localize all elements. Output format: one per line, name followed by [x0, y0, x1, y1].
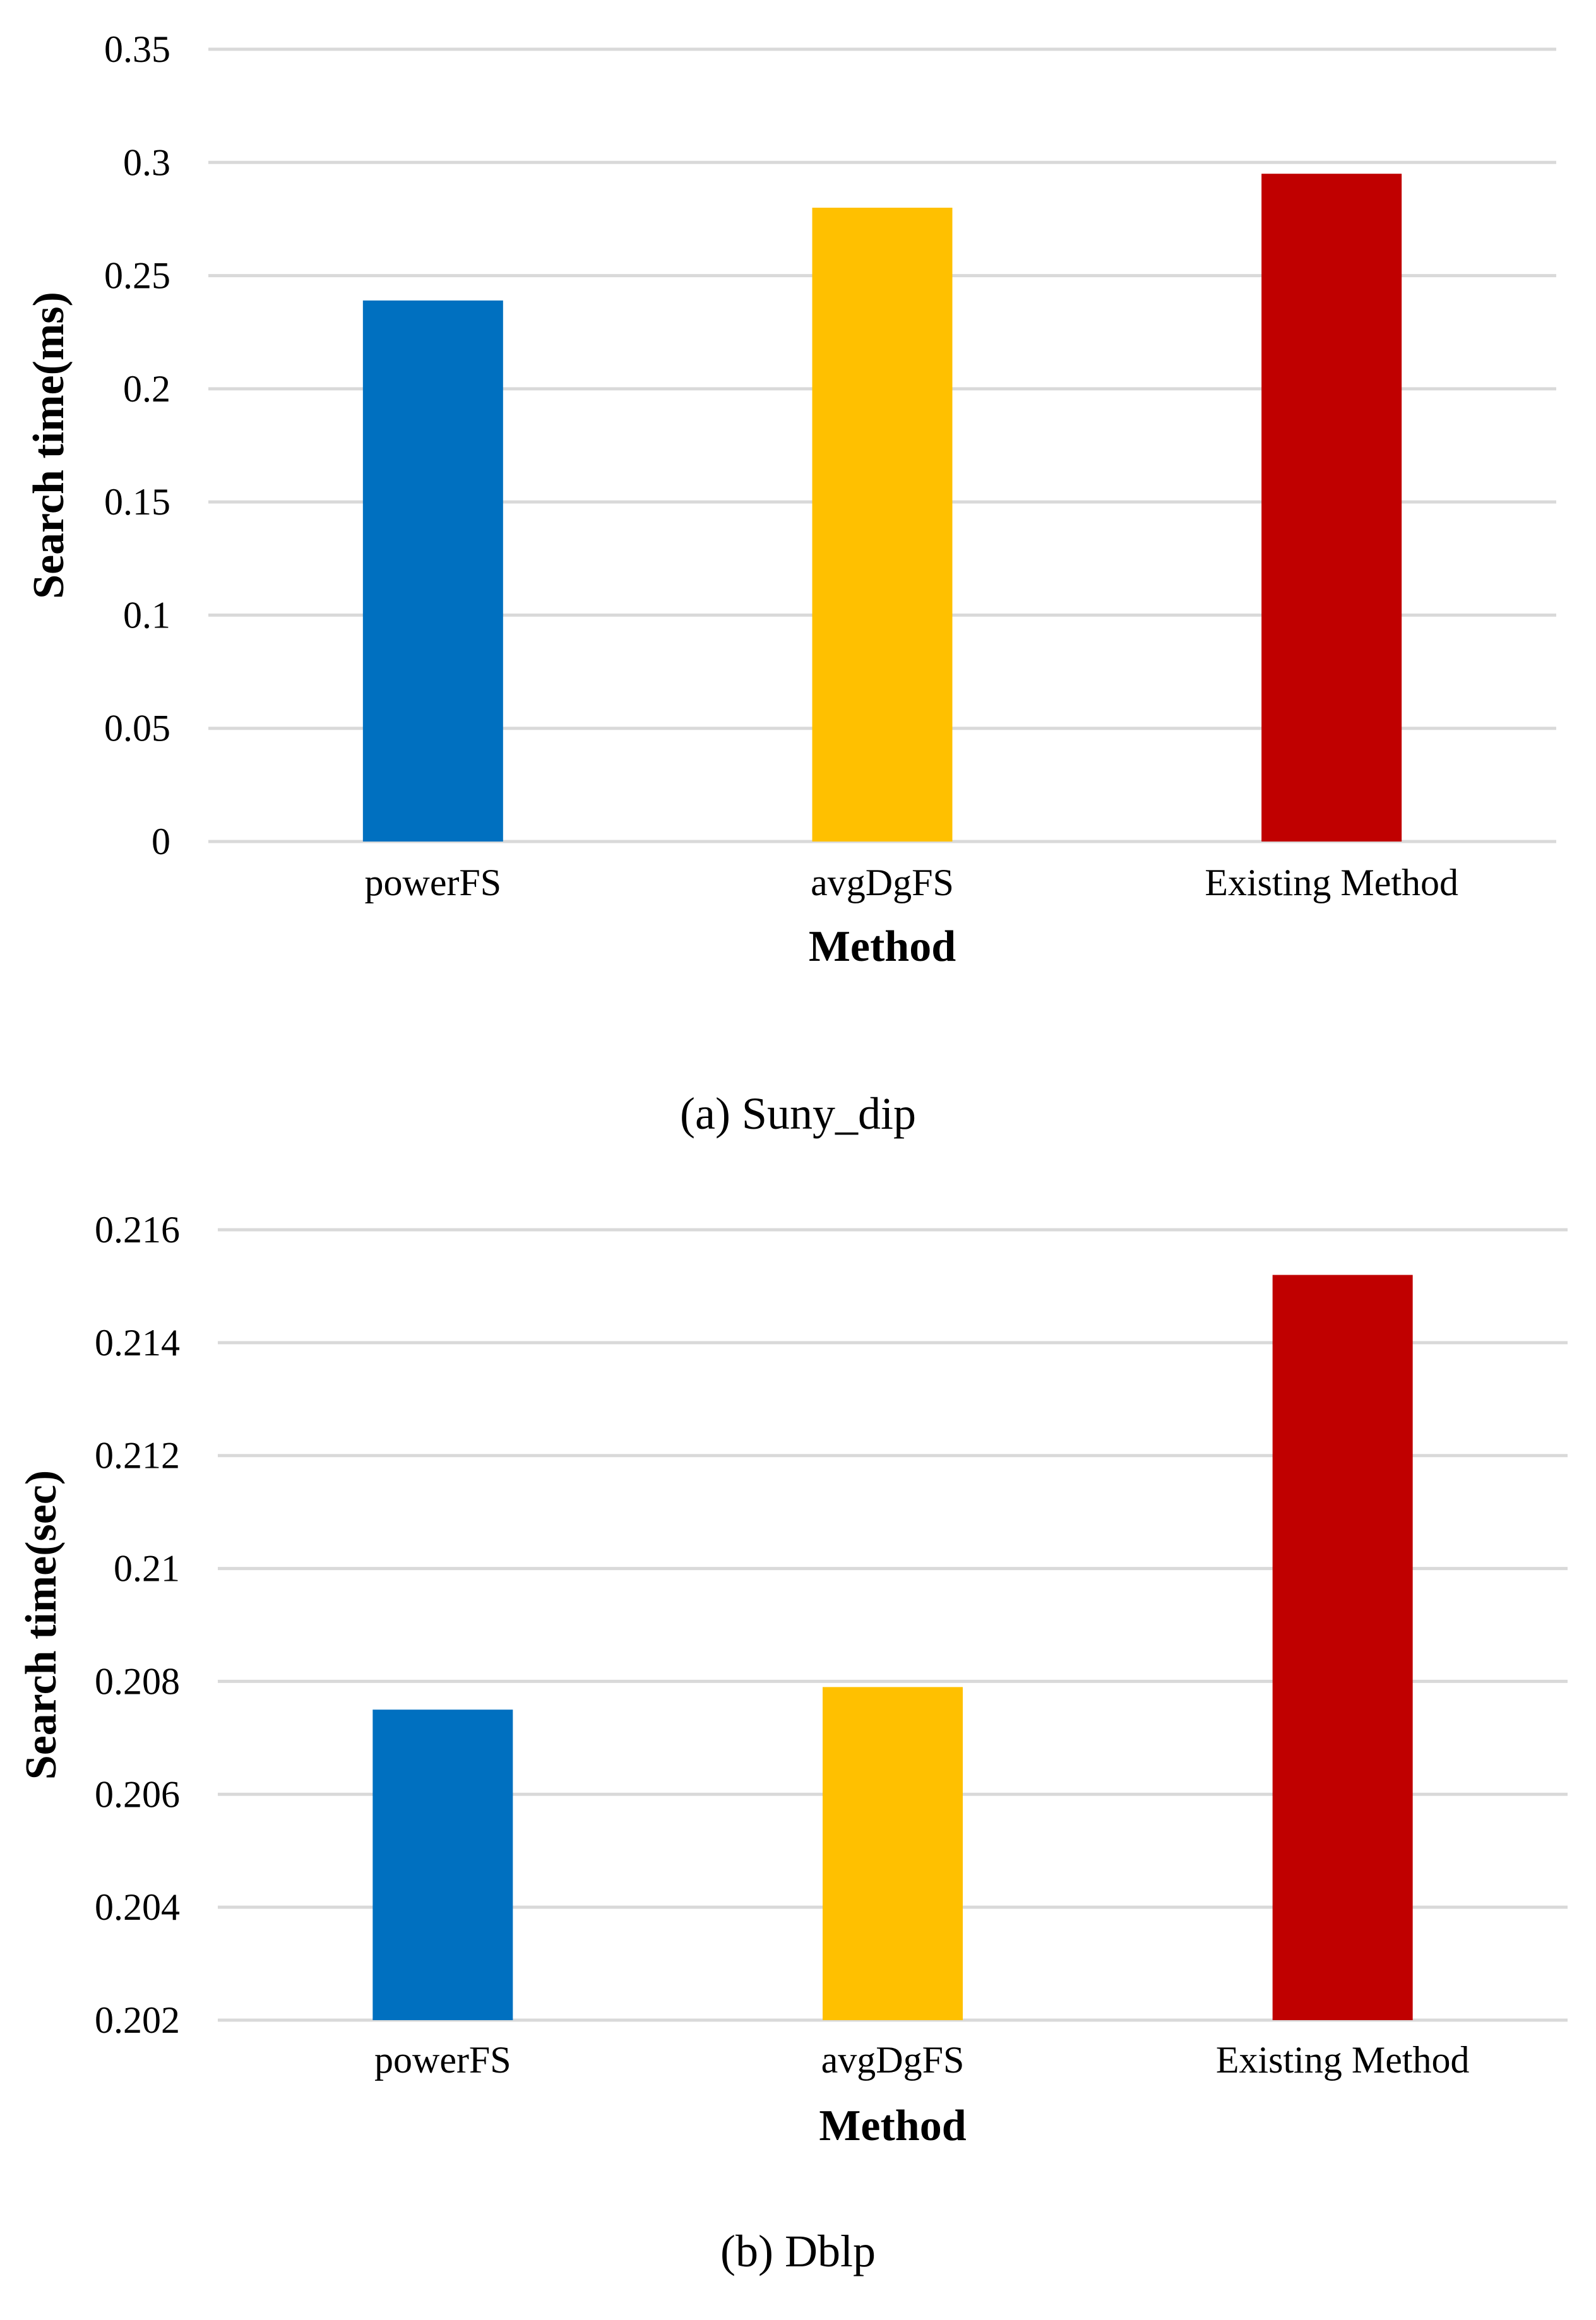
x-tick-labels: powerFS avgDgFS Existing Method [364, 862, 1458, 903]
y-tick-label: 0.216 [95, 1209, 180, 1251]
bar-powerfs [372, 1710, 513, 2020]
x-tick-label: Existing Method [1205, 862, 1458, 903]
chart-caption: (a) Suny_dip [680, 1088, 916, 1139]
x-tick-label: powerFS [364, 862, 501, 903]
y-tick-label: 0.21 [114, 1548, 180, 1590]
bar-existing-method [1261, 174, 1402, 842]
y-tick-label: 0.25 [104, 255, 170, 297]
y-tick-label: 0.212 [95, 1435, 180, 1477]
y-tick-label: 0.1 [123, 594, 170, 636]
bars [372, 1275, 1413, 2020]
chart-suny-dip: 0 0.05 0.1 0.15 0.2 0.25 0.3 0.35 powerFS avgDgF… [25, 28, 1556, 1139]
y-tick-label: 0.35 [104, 28, 170, 70]
bar-avgdgfs [823, 1687, 963, 2020]
bar-existing-method [1272, 1275, 1413, 2020]
y-tick-label: 0 [152, 821, 170, 862]
y-tick-labels: 0 0.05 0.1 0.15 0.2 0.25 0.3 0.35 [104, 28, 170, 862]
y-tick-label: 0.206 [95, 1773, 180, 1815]
y-tick-label: 0.2 [123, 368, 170, 410]
x-tick-label: Existing Method [1216, 2039, 1470, 2081]
chart-dblp: 0.2020.2040.2060.2080.210.2120.2140.216 … [17, 1209, 1568, 2276]
bar-avgdgfs [812, 208, 953, 842]
y-tick-label: 0.214 [95, 1322, 180, 1364]
y-axis-title: Search time(sec) [17, 1470, 66, 1780]
y-tick-label: 0.204 [95, 1886, 180, 1928]
y-tick-label: 0.202 [95, 1999, 180, 2041]
y-axis-title: Search time(ms) [25, 292, 73, 599]
bar-powerfs [362, 300, 503, 842]
chart-caption: (b) Dblp [720, 2226, 876, 2276]
x-tick-label: avgDgFS [811, 862, 954, 903]
y-tick-label: 0.15 [104, 481, 170, 523]
y-tick-labels: 0.202 0.204 0.206 0.208 0.21 0.212 0.214 0.216 [95, 1209, 180, 2041]
y-tick-label: 0.05 [104, 708, 170, 749]
x-tick-label: avgDgFS [821, 2039, 965, 2081]
x-axis-title: Method [819, 2102, 966, 2150]
y-tick-label: 0.208 [95, 1660, 180, 1702]
x-tick-label: powerFS [374, 2039, 511, 2081]
y-tick-label: 0.3 [123, 141, 170, 183]
x-axis-title: Method [809, 922, 956, 971]
bars [362, 174, 1402, 842]
x-tick-labels: powerFS avgDgFS Existing Method [374, 2039, 1470, 2081]
